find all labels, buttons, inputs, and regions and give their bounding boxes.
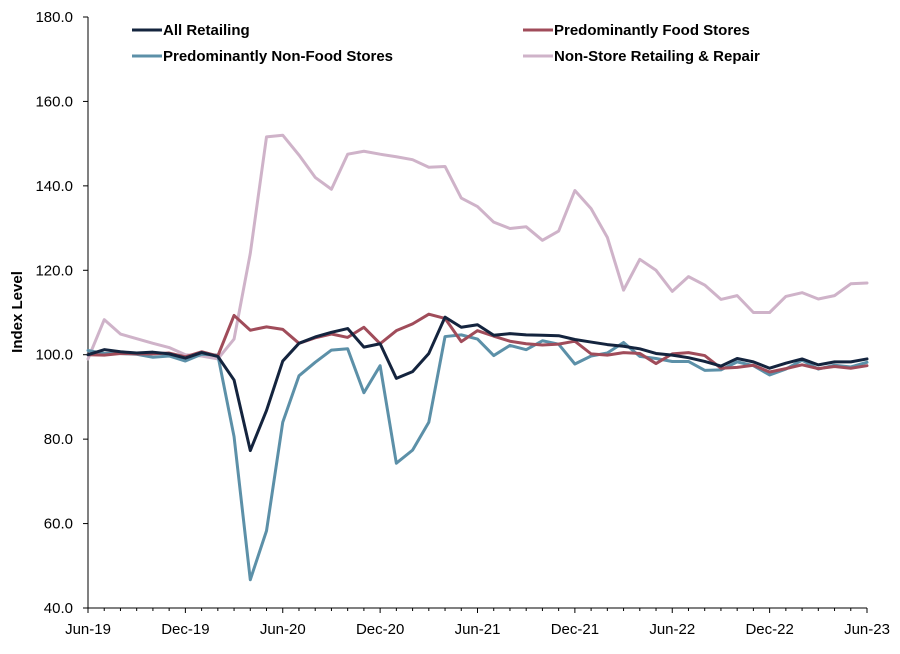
x-tick-label: Dec-22 <box>745 621 793 638</box>
y-tick-label: 100.0 <box>35 347 73 364</box>
y-axis: 40.0 60.0 80.0 100.0 120.0 140.0 160.0 180.0 <box>35 9 88 617</box>
legend-label: Predominantly Food Stores <box>554 22 750 39</box>
x-tick-label: Jun-21 <box>455 621 501 638</box>
x-tick-label: Jun-22 <box>649 621 695 638</box>
y-tick-label: 120.0 <box>35 262 73 279</box>
y-tick-label: 80.0 <box>44 431 73 448</box>
legend-label: All Retailing <box>163 22 250 39</box>
x-tick-label: Dec-19 <box>161 621 209 638</box>
x-tick-label: Dec-21 <box>551 621 599 638</box>
series-line-predominantly-food-stores <box>86 312 869 374</box>
y-tick-label: 140.0 <box>35 178 73 195</box>
legend-label: Predominantly Non-Food Stores <box>163 48 393 65</box>
y-tick-label: 180.0 <box>35 9 73 26</box>
series-line-predominantly-non-food-stores <box>86 333 869 582</box>
y-tick-label: 60.0 <box>44 516 73 533</box>
series-group <box>86 133 869 582</box>
x-tick-label: Dec-20 <box>356 621 404 638</box>
y-tick-label: 40.0 <box>44 600 73 617</box>
legend: All Retailing Predominantly Food Stores Pr… <box>132 22 760 65</box>
y-axis-title: Index Level <box>9 271 26 353</box>
x-axis: Jun-19 Dec-19 Jun-20 Dec-20 Jun-21 Dec-21 Jun-… <box>65 608 890 638</box>
x-tick-label: Jun-20 <box>260 621 306 638</box>
plot-area <box>87 17 867 609</box>
x-tick-label: Jun-19 <box>65 621 111 638</box>
x-tick-label: Jun-23 <box>844 621 890 638</box>
legend-label: Non-Store Retailing & Repair <box>554 48 760 65</box>
series-line-all-retailing <box>86 315 869 453</box>
y-tick-label: 160.0 <box>35 93 73 110</box>
